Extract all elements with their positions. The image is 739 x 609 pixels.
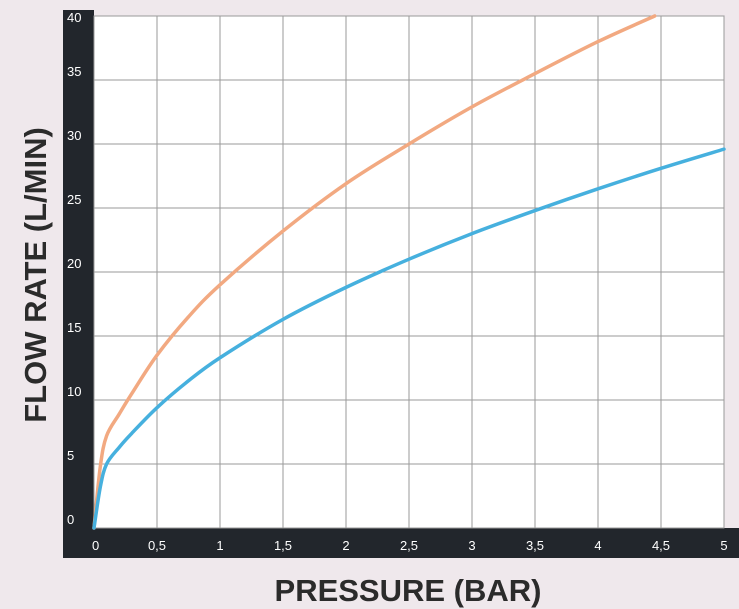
y-tick-label: 5: [67, 448, 74, 463]
x-tick-label: 2: [342, 538, 349, 553]
x-tick-label: 3: [468, 538, 475, 553]
y-tick-label: 20: [67, 256, 81, 271]
series-lines: [92, 14, 726, 530]
x-tick-label: 2,5: [400, 538, 418, 553]
y-tick-label: 0: [67, 512, 74, 527]
y-tick-label: 30: [67, 128, 81, 143]
x-tick-label: 4: [594, 538, 601, 553]
y-tick-label: 15: [67, 320, 81, 335]
y-tick-label: 25: [67, 192, 81, 207]
y-tick-label: 40: [67, 10, 81, 25]
x-tick-labels: 0 0,5 1 1,5 2 2,5 3 3,5 4 4,5 5: [92, 538, 728, 553]
x-tick-label: 0: [92, 538, 99, 553]
x-tick-label: 3,5: [526, 538, 544, 553]
y-tick-label: 35: [67, 64, 81, 79]
x-tick-label: 1: [216, 538, 223, 553]
grid: [93, 15, 725, 529]
y-axis-band: [63, 10, 94, 528]
y-axis-title: FLOW RATE (L/MIN): [18, 127, 53, 423]
x-tick-label: 5: [720, 538, 727, 553]
x-axis-band: [63, 528, 739, 558]
x-tick-label: 0,5: [148, 538, 166, 553]
series-line-2: [92, 147, 726, 530]
y-tick-label: 10: [67, 384, 81, 399]
x-tick-label: 4,5: [652, 538, 670, 553]
x-axis-title: PRESSURE (BAR): [275, 573, 542, 608]
y-tick-labels: 0 5 10 15 20 25 30 35 40: [67, 10, 81, 527]
series-line-1: [92, 14, 657, 530]
x-tick-label: 1,5: [274, 538, 292, 553]
